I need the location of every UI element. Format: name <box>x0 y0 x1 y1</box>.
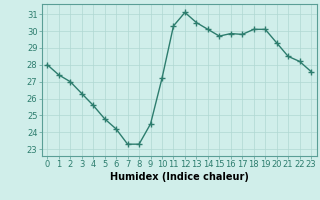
X-axis label: Humidex (Indice chaleur): Humidex (Indice chaleur) <box>110 172 249 182</box>
